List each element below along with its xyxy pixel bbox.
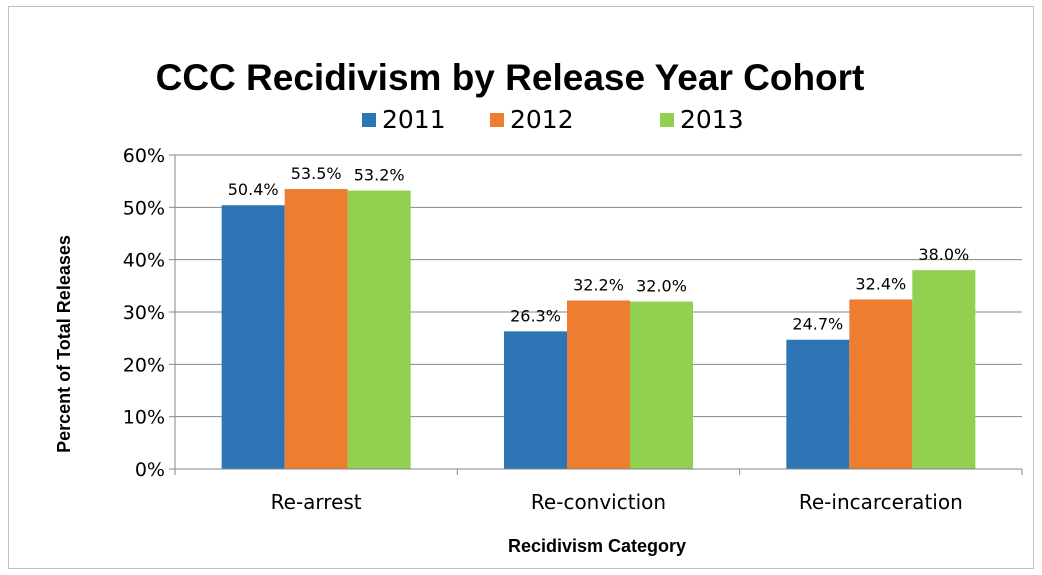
y-axis-ticks: 0% 10% 20% 30% 40% 50% 60% [123, 145, 176, 481]
y-tick-label: 20% [123, 354, 165, 376]
legend-label: 2012 [510, 105, 574, 134]
legend-swatch-2013 [660, 113, 674, 127]
bar-2012 [284, 189, 348, 469]
data-label: 50.4% [228, 180, 279, 199]
y-tick-label: 30% [123, 302, 165, 324]
bar-2012 [567, 300, 630, 469]
y-tick-label: 10% [123, 407, 165, 429]
chart-title: CCC Recidivism by Release Year Cohort [156, 57, 865, 98]
data-label: 53.5% [291, 164, 342, 183]
x-tick-label: Re-arrest [271, 490, 362, 514]
x-tick-label: Re-conviction [531, 490, 666, 514]
data-label: 24.7% [792, 315, 843, 334]
data-label: 26.3% [510, 306, 561, 325]
data-labels: 50.4% 53.5% 53.2% 26.3% 32.2% 32.0% 24.7% 32.4%… [228, 164, 969, 334]
bar-2013 [347, 190, 411, 469]
bar-2012 [849, 299, 913, 469]
bar-2013 [912, 270, 976, 469]
legend-swatch-2012 [490, 113, 504, 127]
x-axis-title: Recidivism Category [508, 536, 686, 556]
y-tick-label: 50% [123, 197, 165, 219]
legend-label: 2011 [382, 105, 446, 134]
bar-2011 [221, 205, 285, 470]
bar-2013 [630, 301, 693, 469]
y-tick-label: 40% [123, 250, 165, 272]
data-label: 38.0% [918, 245, 969, 264]
x-tick-label: Re-incarceration [799, 490, 963, 514]
data-label: 32.4% [855, 274, 906, 293]
bar-2011 [786, 339, 850, 469]
chart-frame [8, 6, 1034, 569]
bars [221, 189, 976, 470]
legend: 2011 2012 2013 [362, 105, 744, 134]
data-label: 32.2% [573, 275, 624, 294]
legend-swatch-2011 [362, 113, 376, 127]
x-axis: Re-arrest Re-conviction Re-incarceration [174, 468, 1023, 514]
data-label: 32.0% [636, 277, 687, 296]
y-axis-title: Percent of Total Releases [54, 235, 74, 453]
bar-2011 [504, 331, 567, 469]
y-tick-label: 60% [123, 145, 165, 167]
y-tick-label: 0% [135, 459, 165, 481]
legend-label: 2013 [680, 105, 744, 134]
data-label: 53.2% [354, 166, 405, 185]
